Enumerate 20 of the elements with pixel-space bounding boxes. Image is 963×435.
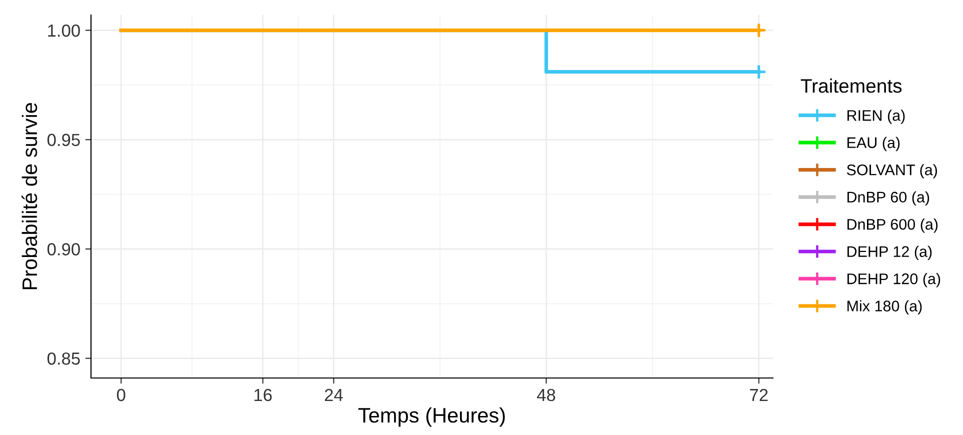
y-tick-label: 1.00 — [48, 24, 80, 37]
legend-label: DnBP 60 (a) — [847, 191, 930, 206]
y-tick-label: 0.90 — [47, 243, 80, 256]
x-tick-label: 24 — [324, 388, 343, 401]
legend-label: EAU (a) — [847, 136, 900, 152]
x-tick-label: 0 — [116, 388, 126, 402]
x-tick-label: 72 — [750, 388, 768, 401]
legend-label: DnBP 600 (a) — [847, 218, 938, 233]
legend-label: SOLVANT (a) — [846, 164, 937, 178]
x-axis-title: Temps (Heures) — [358, 407, 505, 427]
y-tick-label: 0.95 — [47, 134, 80, 146]
legend-label: DEHP 12 (a) — [847, 246, 932, 260]
legend-label: RIEN (a) — [847, 110, 905, 124]
x-tick-label: 48 — [537, 388, 556, 402]
y-tick-label: 0.85 — [47, 352, 80, 365]
x-tick-label: 16 — [254, 388, 272, 402]
y-axis-title: Probabilité de survie — [22, 103, 38, 290]
legend-label: DEHP 120 (a) — [847, 273, 940, 288]
legend-title: Traitements — [800, 78, 902, 93]
legend-label: Mix 180 (a) — [847, 300, 922, 314]
